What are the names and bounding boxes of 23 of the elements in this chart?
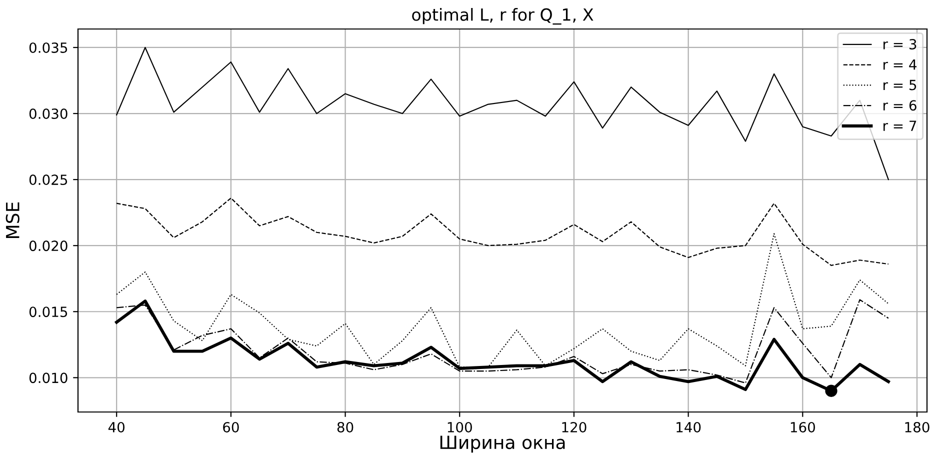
y-tick-label: 0.035 — [29, 42, 68, 53]
legend-label: r = 7 — [884, 120, 916, 131]
line-series — [116, 197, 889, 266]
x-tick-label: 120 — [562, 422, 586, 432]
y-tick-label: 0.030 — [29, 108, 68, 119]
x-axis-title: Ширина окна — [440, 436, 565, 453]
y-tick-label: 0.025 — [29, 174, 68, 186]
x-tick-label: 160 — [790, 422, 815, 432]
y-axis-title: MSE — [6, 202, 20, 238]
y-tick-label: 0.015 — [29, 306, 68, 318]
chart-title: optimal L, r for Q_1, X — [412, 8, 594, 25]
legend-label: r = 6 — [884, 100, 916, 111]
x-tick-label: 60 — [223, 422, 239, 432]
y-tick-label: 0.010 — [29, 372, 68, 384]
x-tick-label: 80 — [337, 422, 354, 432]
x-tick-label: 40 — [108, 422, 125, 432]
legend-label: r = 4 — [884, 60, 916, 70]
legend-label: r = 5 — [884, 80, 916, 90]
x-tick-label: 100 — [448, 422, 472, 432]
legend-label: r = 3 — [884, 38, 916, 50]
x-tick-label: 140 — [676, 422, 701, 432]
x-tick-label: 180 — [905, 422, 930, 432]
y-tick-label: 0.020 — [29, 240, 68, 252]
